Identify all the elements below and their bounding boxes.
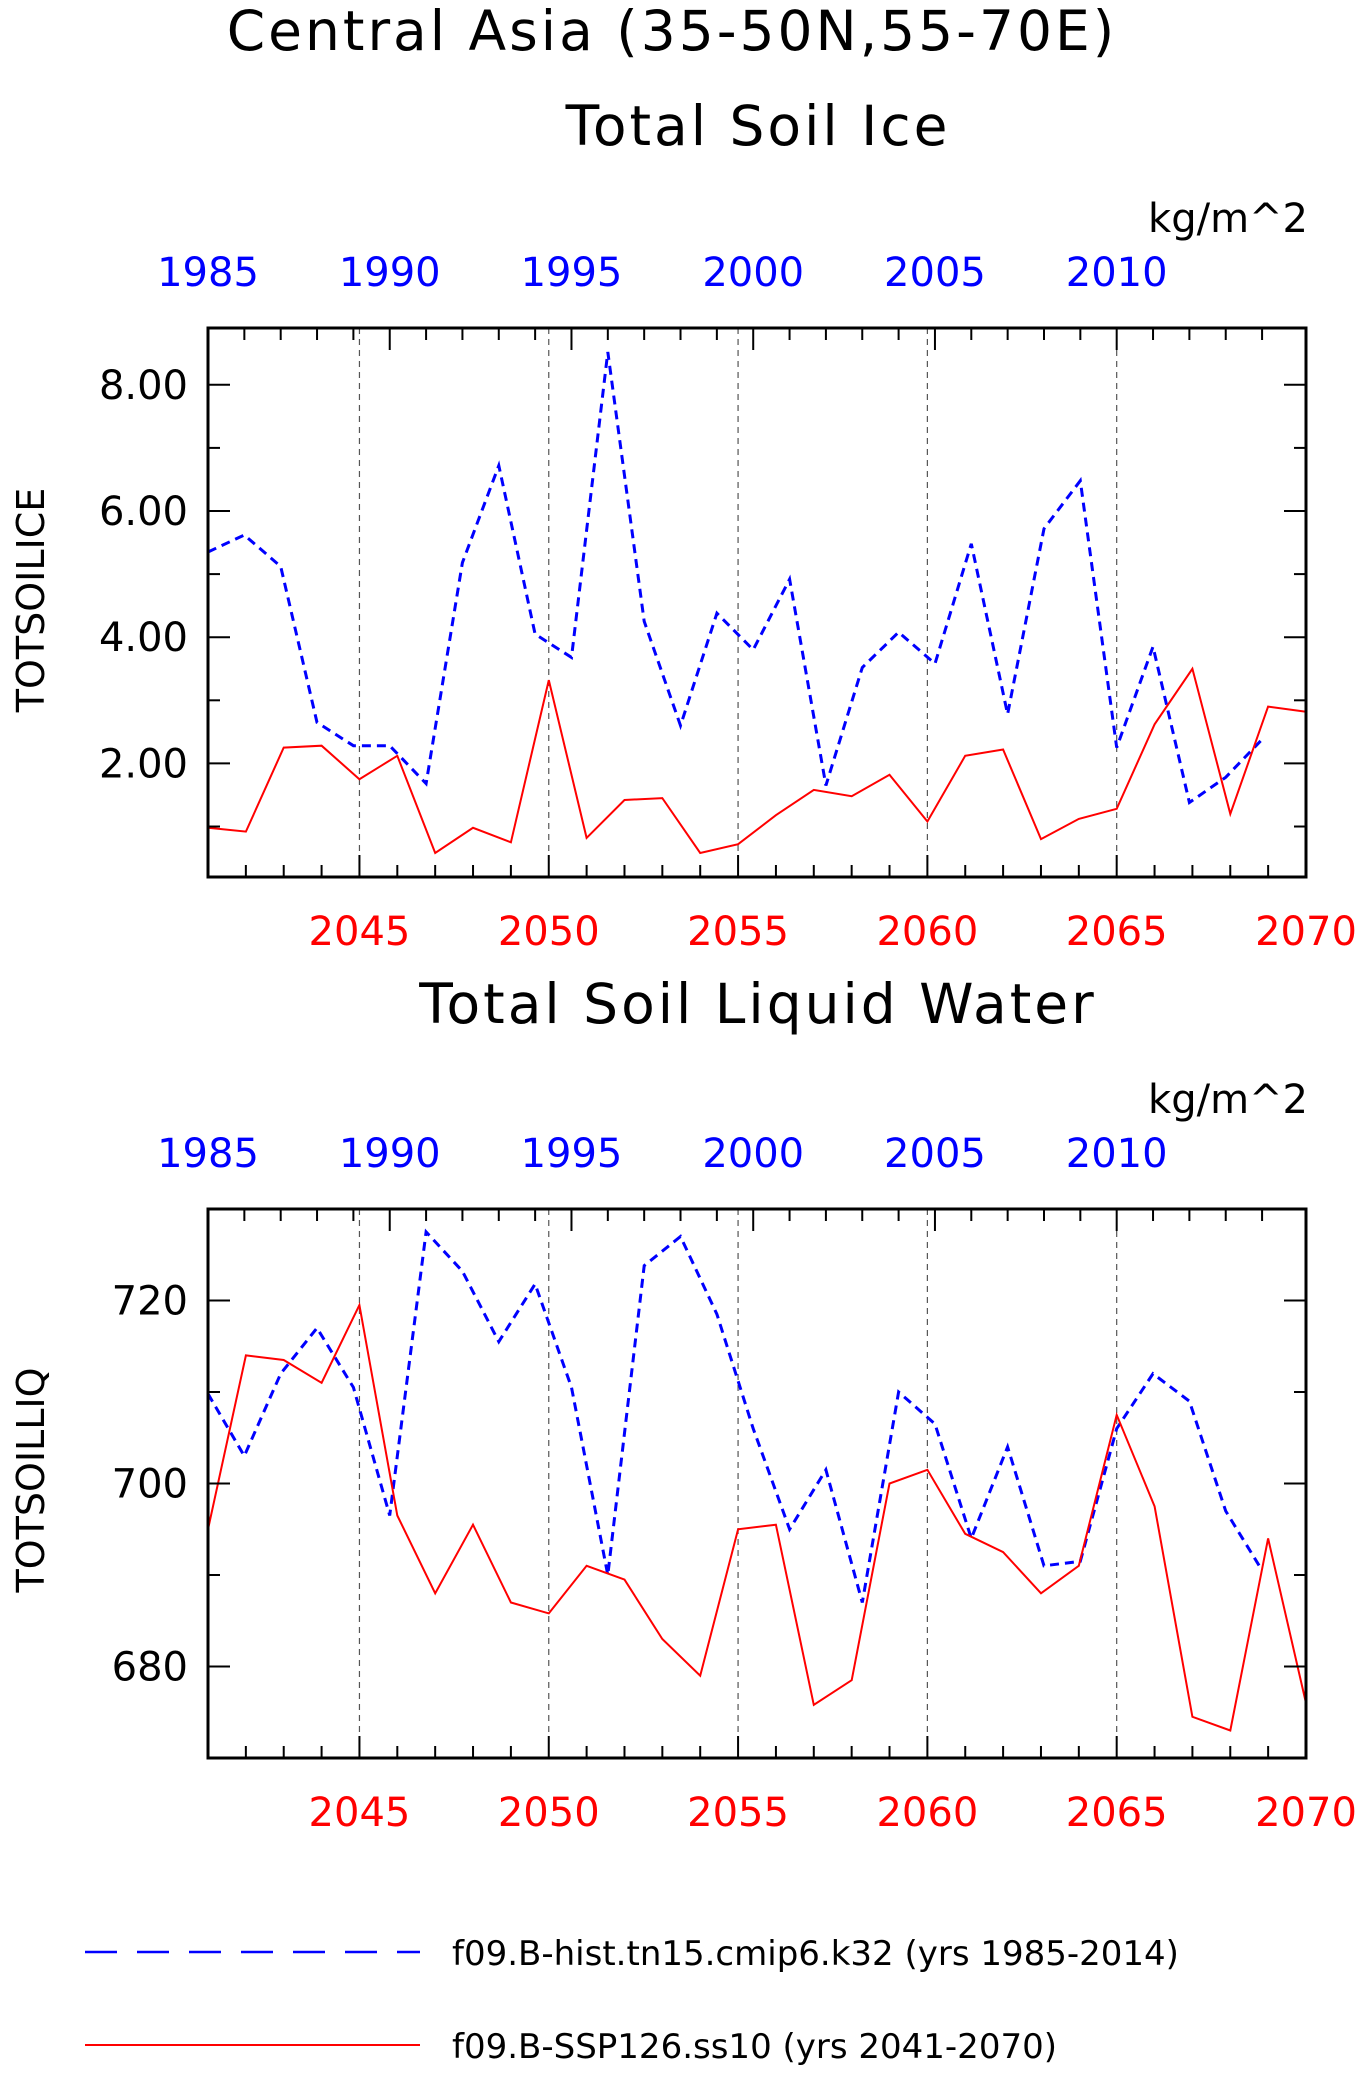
- series-ssp-line: [207, 666, 1307, 855]
- x-top-tick-label: 1985: [157, 1131, 259, 1177]
- x-top-tick-label: 1985: [157, 250, 259, 296]
- x-top-tick-label: 1995: [521, 250, 623, 296]
- y-tick-label: 6.00: [99, 489, 188, 535]
- x-bottom-tick-label: 2060: [876, 1790, 978, 1836]
- x-bottom-tick-label: 2050: [498, 1790, 600, 1836]
- x-top-tick-label: 1990: [339, 250, 441, 296]
- x-top-tick-label: 2005: [884, 1131, 986, 1177]
- y-tick-label: 700: [112, 1462, 188, 1508]
- series-ssp-line: [207, 1301, 1307, 1732]
- series-hist-line: [206, 1228, 1264, 1603]
- gridlines: [358, 1209, 1118, 1758]
- x-top-tick-label: 2010: [1066, 250, 1168, 296]
- x-top-tick-label: 2005: [884, 250, 986, 296]
- panel-soil-ice: Total Soil Ice kg/m^2 TOTSOILICE 2045 205…: [9, 94, 1356, 955]
- x-top-tick-label: 2010: [1066, 1131, 1168, 1177]
- x-bottom-tick-label: 2065: [1066, 1790, 1168, 1836]
- axes: 2045 2050 2055 2060 2065 2070 1985 1990 1995 2000…: [112, 1131, 1356, 1836]
- y-tick-label: 4.00: [99, 615, 188, 661]
- units-label: kg/m^2: [1148, 1077, 1308, 1123]
- x-bottom-tick-label: 2055: [687, 909, 789, 955]
- legend: f09.B-hist.tn15.cmip6.k32 (yrs 1985-2014…: [85, 1934, 1179, 2067]
- x-bottom-tick-label: 2045: [309, 1790, 411, 1836]
- y-tick-label: 2.00: [99, 741, 188, 787]
- plot-frame: [206, 1207, 1308, 1760]
- x-bottom-tick-label: 2055: [687, 1790, 789, 1836]
- x-bottom-tick-label: 2045: [309, 909, 411, 955]
- gridlines: [358, 328, 1118, 877]
- panel-title: Total Soil Liquid Water: [418, 972, 1097, 1036]
- y-tick-label: 680: [112, 1645, 188, 1691]
- panel-title: Total Soil Ice: [565, 94, 951, 158]
- x-bottom-tick-label: 2065: [1066, 909, 1168, 955]
- y-tick-label: 8.00: [99, 363, 188, 409]
- y-tick-label: 720: [112, 1279, 188, 1325]
- plot-frame: [206, 326, 1308, 879]
- x-top-tick-label: 1990: [339, 1131, 441, 1177]
- series-lines: [207, 351, 1307, 855]
- figure-title: Central Asia (35-50N,55-70E): [227, 0, 1117, 63]
- panel-soil-liquid: Total Soil Liquid Water kg/m^2 TOTSOILLI…: [9, 972, 1356, 1836]
- y-axis-label: TOTSOILICE: [9, 488, 53, 714]
- series-hist-line: [207, 351, 1264, 805]
- x-bottom-tick-label: 2060: [876, 909, 978, 955]
- x-top-tick-label: 2000: [702, 250, 804, 296]
- x-bottom-tick-label: 2050: [498, 909, 600, 955]
- series-lines: [206, 1228, 1307, 1732]
- x-bottom-tick-label: 2070: [1255, 1790, 1356, 1836]
- x-top-tick-label: 2000: [702, 1131, 804, 1177]
- axes: 2045 2050 2055 2060 2065 2070 1985 1990 1995 2000…: [99, 250, 1356, 955]
- x-top-tick-label: 1995: [521, 1131, 623, 1177]
- legend-ssp-label: f09.B-SSP126.ss10 (yrs 2041-2070): [452, 2027, 1057, 2067]
- x-bottom-tick-label: 2070: [1255, 909, 1356, 955]
- units-label: kg/m^2: [1148, 196, 1308, 242]
- y-axis-label: TOTSOILLIQ: [9, 1367, 53, 1593]
- legend-hist-label: f09.B-hist.tn15.cmip6.k32 (yrs 1985-2014…: [452, 1934, 1179, 1974]
